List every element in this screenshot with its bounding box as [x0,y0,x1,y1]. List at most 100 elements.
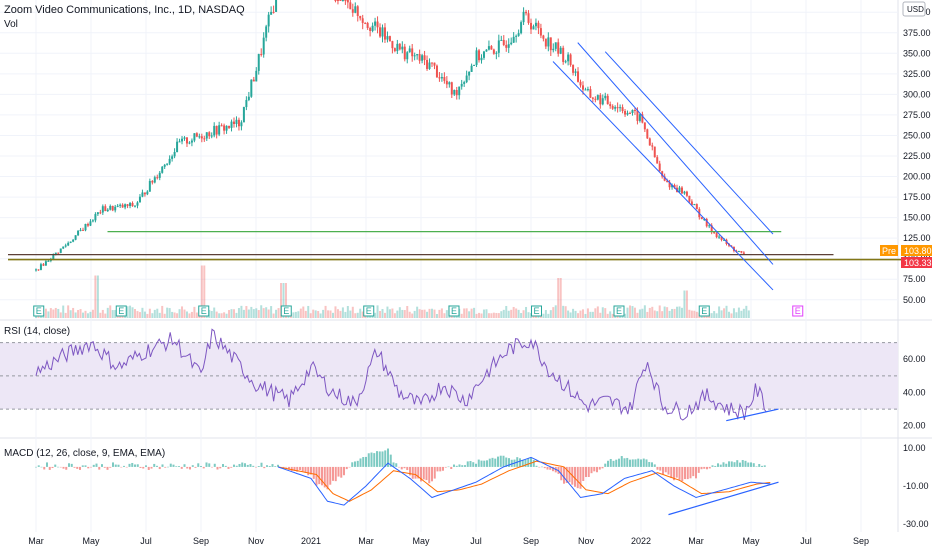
candle-body [111,205,114,211]
volume-bar [299,308,302,318]
last-price-text: 103.33 [904,258,932,268]
candle-body [77,230,80,236]
candle-body [275,0,278,12]
volume-bar [720,310,723,318]
macd-histogram-bar [750,462,752,467]
rsi-line [35,328,767,421]
candle-body [700,217,703,220]
earnings-marker [531,305,542,317]
candle-body [225,125,228,131]
volume-bar [361,311,364,318]
macd-histogram-bar [150,466,153,469]
macd-histogram-bar [739,462,741,467]
time-tick-label: May [412,536,430,546]
candle-body [341,0,344,1]
volume-bar [185,311,188,318]
volume-bar [520,313,523,318]
candle-body [237,119,240,127]
candle-body [171,156,174,159]
macd-histogram-bar [112,462,114,467]
candle-body [480,57,483,61]
volume-bar [386,306,389,318]
macd-histogram-bar [730,461,733,467]
macd-histogram-bar [678,466,681,480]
volume-bar [594,308,597,318]
macd-histogram-bar [249,464,252,467]
volume-bar [478,312,481,318]
price-tick-label: 350.00 [903,48,931,58]
macd-histogram-bar [345,466,348,470]
volume-bar [411,313,414,318]
candle-body [426,59,429,69]
macd-histogram-bar [706,466,708,470]
macd-histogram-bar [662,466,664,475]
volume-bar [86,313,89,318]
last-price-text: 103.80 [904,246,932,256]
time-tick-label: 2022 [631,536,651,546]
macd-histogram-bar [312,466,315,479]
macd-histogram-bar [101,464,103,467]
volume-bar [421,309,424,318]
candle-body [129,203,132,206]
macd-histogram-bar [81,465,84,467]
macd-histogram-bar [681,466,684,482]
candle-body [591,97,594,99]
volume-bar [49,308,52,318]
candle-body [450,82,453,95]
candle-body [67,242,70,246]
candle-body [500,39,503,41]
volume-bar [309,313,312,318]
candle-body [693,204,696,206]
candle-body [633,109,636,111]
macd-histogram-bar [728,461,730,467]
candle-body [527,13,530,23]
candle-body [250,79,253,97]
macd-histogram-bar [246,464,249,467]
last-price-box [901,245,932,256]
macd-histogram-bar [486,460,488,467]
candle-body [96,212,99,215]
macd-histogram-bar [257,466,260,467]
earnings-marker [792,305,804,317]
volume-bar [359,308,362,318]
volume-bar [547,313,550,318]
volume-bar [725,305,728,318]
macd-histogram-bar [689,466,692,479]
candle-body [376,21,379,28]
candle-body [138,196,141,203]
candle-body [176,141,179,153]
candle-body [64,245,67,247]
candle-body [168,158,171,164]
candle-body [369,27,372,31]
macd-histogram-bar [136,464,139,467]
candle-body [188,142,191,144]
volume-bar [728,311,730,318]
volume-bar [327,310,330,318]
volume-bar [658,305,661,318]
macd-histogram-bar [76,466,79,469]
candle-body [643,122,646,130]
volume-bar [153,309,156,318]
candle-body [423,55,426,60]
macd-histogram-bar [634,459,637,467]
candle-body [267,14,270,27]
volume-bar [190,311,193,318]
candle-body [525,11,528,14]
volume-bar [183,309,186,318]
time-tick-label: Mar [688,536,704,546]
volume-bar [104,313,107,318]
volume-bar [562,305,565,318]
candle-body [544,38,547,47]
volume-bar [250,306,253,318]
earnings-marker-label: E [534,306,540,316]
macd-histogram-bar [455,465,458,467]
candle-body [181,138,184,142]
volume-bar [497,313,500,318]
volume-bar [188,313,191,318]
candle-body [351,9,354,13]
candle-body [158,172,161,178]
volume-bar [146,313,149,318]
candle-body [52,254,55,260]
